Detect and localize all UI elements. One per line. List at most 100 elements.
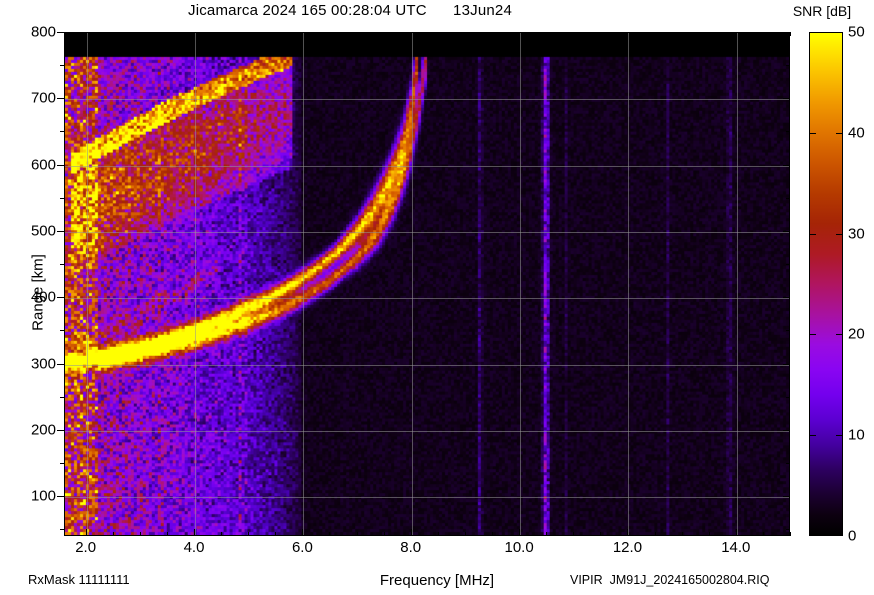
x-axis-tick [85,32,87,39]
x-axis-minor-tick [492,32,493,36]
x-axis-minor-tick [492,532,493,536]
x-axis-minor-tick [329,32,331,36]
x-axis-minor-tick [600,32,602,36]
x-axis-minor-tick [600,532,602,536]
x-axis-minor-tick [790,532,791,536]
y-axis-tick-label: 700 [30,89,56,107]
y-axis-minor-tick [60,131,64,133]
x-axis-minor-tick [573,32,575,36]
colorbar-tick [836,233,843,235]
y-axis-minor-tick [786,463,790,465]
x-axis-tick-label: 8.0 [400,539,422,556]
x-axis-tick [194,529,196,536]
y-axis-minor-tick [60,529,64,531]
y-axis-tick [57,98,64,100]
y-axis-tick [783,230,790,232]
y-axis-tick [57,429,64,431]
x-axis-tick-label: 6.0 [291,539,313,556]
rxmask-label: RxMask 11111111 [28,572,130,587]
x-axis-minor-tick [221,532,223,536]
y-axis-tick [783,32,790,33]
y-axis-minor-tick [786,197,790,199]
colorbar-tick-label: 10 [848,426,865,444]
colorbar-tick [836,334,843,336]
y-axis-title: Range [km] [29,254,47,331]
y-axis-tick-label: 100 [30,487,56,505]
colorbar [809,32,843,536]
y-axis-tick [783,363,790,365]
x-axis-tick [85,529,87,536]
x-axis-minor-tick [464,32,466,36]
ionogram-heatmap-canvas [65,33,789,535]
x-axis-minor-tick [654,32,656,36]
x-axis-minor-tick [275,32,277,36]
y-axis-tick [57,164,64,166]
y-axis-tick-label: 800 [30,23,56,41]
y-axis-minor-tick [60,396,64,398]
y-axis-tick [57,32,64,33]
x-axis-tick [410,32,412,39]
y-axis-tick [783,496,790,498]
colorbar-tick [809,233,816,235]
x-axis-minor-tick [275,532,277,536]
y-axis-minor-tick [60,330,64,332]
x-axis-tick [302,32,304,39]
x-axis-minor-tick [573,532,575,536]
y-axis-tick-label: 300 [30,355,56,373]
x-axis-minor-tick [112,32,114,36]
y-axis-tick [57,230,64,232]
x-axis-minor-tick [139,32,141,36]
colorbar-tick [836,435,843,437]
colorbar-tick [809,334,816,336]
x-axis-tick-label: 14.0 [721,539,751,556]
y-axis-minor-tick [60,264,64,266]
x-axis-minor-tick [437,32,439,36]
y-axis-tick [783,429,790,431]
colorbar-tick-label: 40 [848,124,865,142]
x-axis-minor-tick [762,532,764,536]
y-axis-tick-label: 200 [30,421,56,439]
colorbar-tick-label: 0 [848,527,857,545]
colorbar-tick-label: 30 [848,225,865,243]
y-axis-minor-tick [786,65,790,67]
x-axis-tick [627,529,629,536]
y-axis-minor-tick [786,330,790,332]
y-axis-minor-tick [786,264,790,266]
x-axis-minor-tick [221,32,223,36]
x-axis-tick [519,32,521,39]
x-axis-minor-tick [139,532,141,536]
x-axis-title: Frequency [MHz] [379,572,495,589]
y-axis-tick-label: 400 [30,288,56,306]
y-axis-tick [783,164,790,166]
x-axis-minor-tick [248,32,250,36]
x-axis-minor-tick [708,32,710,36]
colorbar-tick [809,132,816,134]
x-axis-minor-tick [681,532,683,536]
x-axis-tick [735,529,737,536]
x-axis-minor-tick [112,532,114,536]
x-axis-minor-tick [166,532,168,536]
y-axis-tick [783,98,790,100]
colorbar-tick-label: 50 [848,23,865,41]
y-axis-minor-tick [786,396,790,398]
y-axis-minor-tick [60,463,64,465]
y-axis-minor-tick [786,529,790,531]
x-axis-tick [302,529,304,536]
colorbar-tick [836,132,843,134]
y-axis-tick [57,363,64,365]
y-axis-tick-label: 500 [30,222,56,240]
x-axis-tick-label: 2.0 [75,539,97,556]
x-axis-tick [410,529,412,536]
x-axis-tick-label: 4.0 [183,539,205,556]
x-axis-tick [519,529,521,536]
x-axis-tick-label: 12.0 [612,539,643,556]
x-axis-minor-tick [762,32,764,36]
x-axis-tick [735,32,737,39]
x-axis-minor-tick [464,532,466,536]
y-axis-minor-tick [60,197,64,199]
x-axis-minor-tick [166,32,168,36]
x-axis-minor-tick [329,532,331,536]
x-axis-minor-tick [654,532,656,536]
x-axis-tick [194,32,196,39]
x-axis-minor-tick [356,32,358,36]
